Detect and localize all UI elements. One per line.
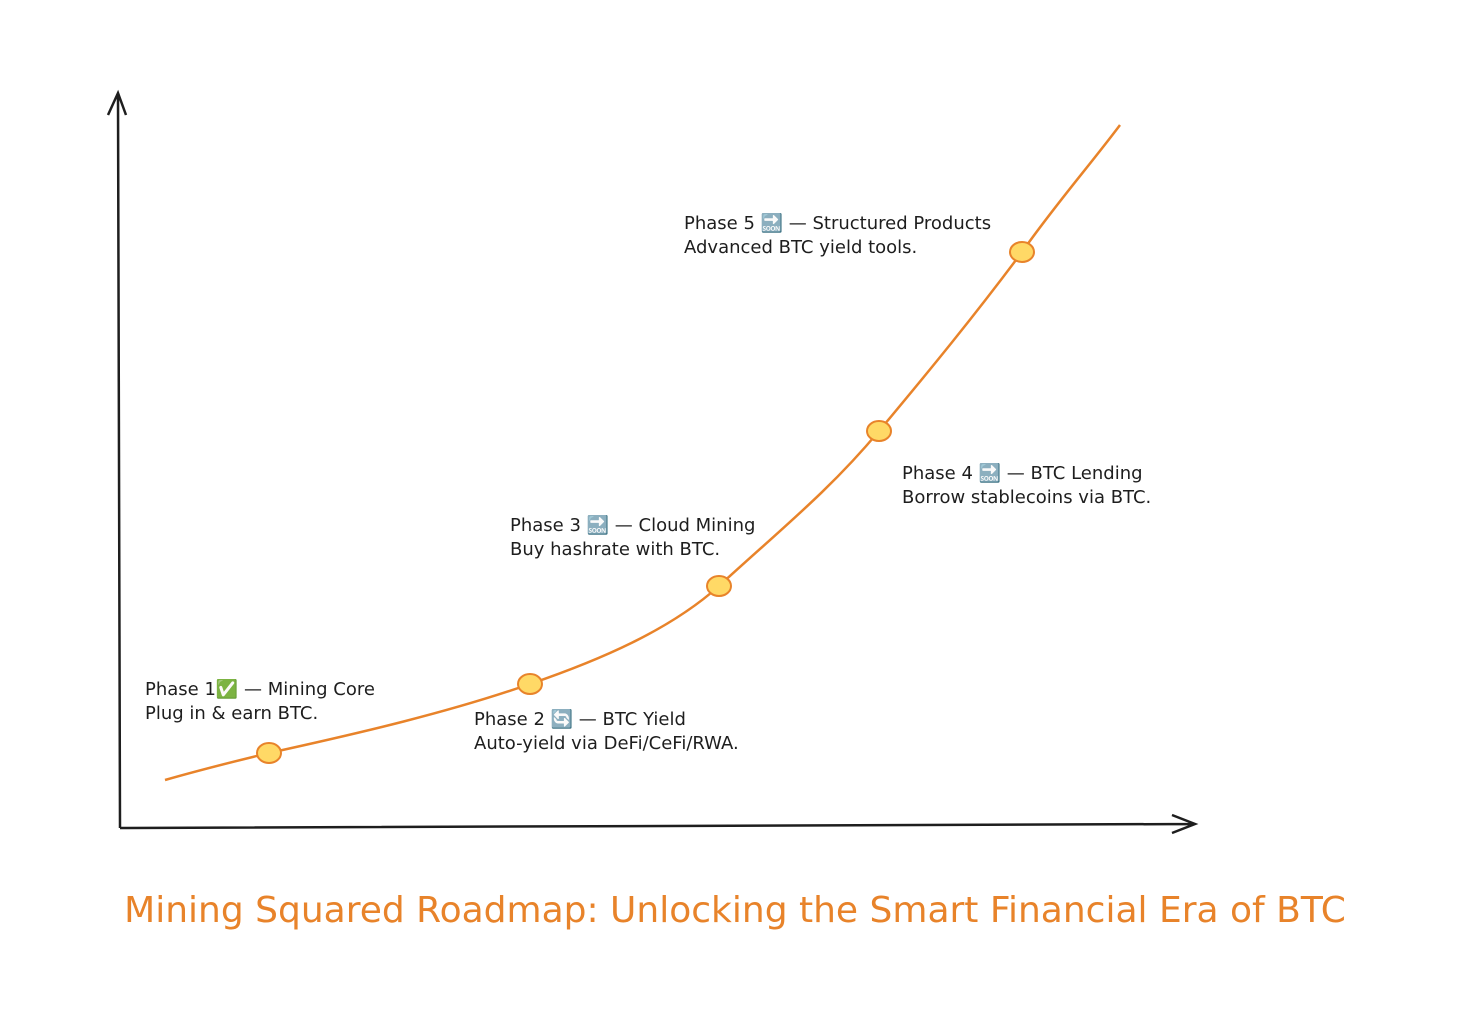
diagram-title: Mining Squared Roadmap: Unlocking the Sm… — [124, 890, 1346, 931]
milestone-dot — [517, 673, 543, 695]
phase-heading: Phase 2 🔄 — BTC Yield — [474, 708, 686, 730]
milestone-dot — [1009, 241, 1035, 263]
phase-heading: Phase 5 🔜 — Structured Products — [684, 212, 991, 234]
phase-description: Auto-yield via DeFi/CeFi/RWA. — [474, 733, 739, 754]
milestone-dot — [706, 575, 732, 597]
phase-description: Plug in & earn BTC. — [145, 703, 318, 724]
phase-heading: Phase 4 🔜 — BTC Lending — [902, 462, 1143, 484]
phase-description: Borrow stablecoins via BTC. — [902, 487, 1151, 508]
milestone-dot — [256, 742, 282, 764]
milestone-dot — [866, 420, 892, 442]
x-axis — [119, 813, 1199, 835]
phase-heading: Phase 1✅ — Mining Core — [145, 678, 375, 700]
phase-heading: Phase 3 🔜 — Cloud Mining — [510, 514, 755, 536]
y-axis — [106, 89, 128, 829]
phase-description: Advanced BTC yield tools. — [684, 237, 917, 258]
milestones — [256, 241, 1035, 764]
phase-description: Buy hashrate with BTC. — [510, 539, 720, 560]
